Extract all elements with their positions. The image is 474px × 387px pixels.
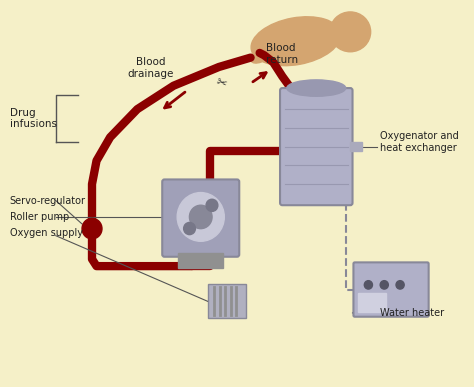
Text: Drug
infusions: Drug infusions [9, 108, 56, 129]
FancyBboxPatch shape [280, 88, 353, 205]
Text: Servo-regulator: Servo-regulator [9, 195, 85, 205]
Circle shape [365, 281, 373, 289]
Bar [350, 142, 362, 151]
Circle shape [380, 281, 388, 289]
FancyBboxPatch shape [162, 180, 239, 257]
Text: Oxygenator and
heat exchanger: Oxygenator and heat exchanger [380, 131, 458, 153]
Circle shape [206, 199, 218, 211]
Text: Water heater: Water heater [380, 308, 444, 318]
Ellipse shape [251, 52, 268, 63]
Text: Roller pump: Roller pump [9, 212, 69, 222]
Bar [178, 253, 223, 269]
Circle shape [183, 223, 195, 235]
Bar [358, 293, 386, 312]
FancyBboxPatch shape [354, 262, 428, 317]
FancyBboxPatch shape [208, 284, 246, 318]
Circle shape [190, 205, 212, 229]
Ellipse shape [330, 12, 371, 52]
Circle shape [177, 193, 224, 241]
Circle shape [396, 281, 404, 289]
Circle shape [82, 218, 102, 239]
Text: Blood
drainage: Blood drainage [128, 57, 174, 79]
Ellipse shape [251, 17, 341, 66]
Text: Blood
return: Blood return [266, 43, 299, 65]
Ellipse shape [287, 80, 346, 96]
Text: ✂: ✂ [214, 75, 228, 91]
Text: Oxygen supply: Oxygen supply [9, 228, 82, 238]
